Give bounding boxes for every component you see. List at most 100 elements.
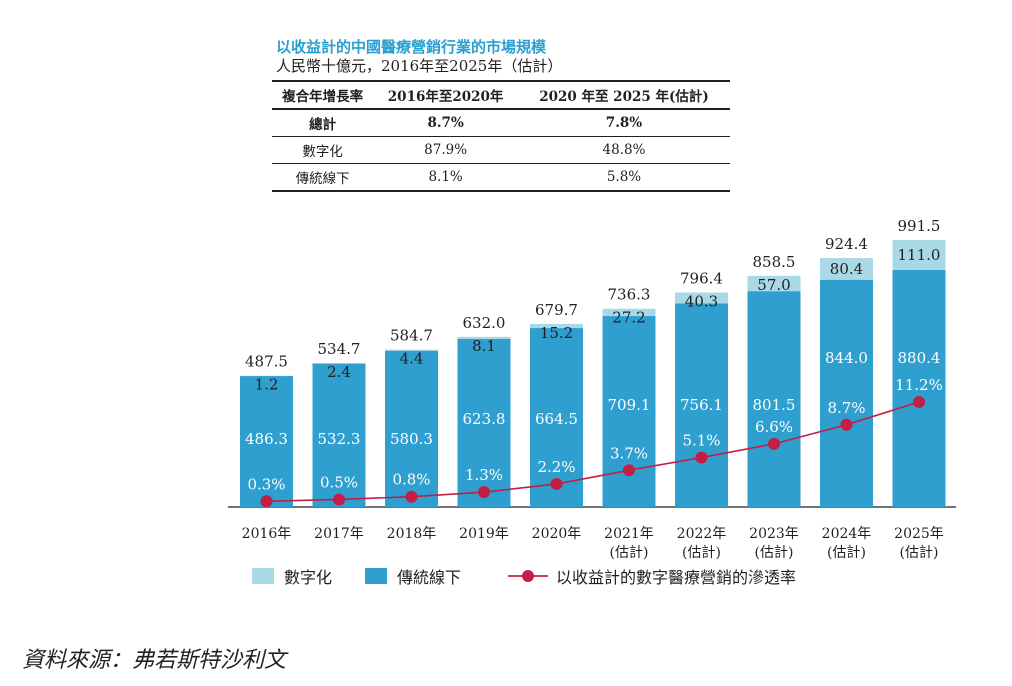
penetration-point [840,418,853,431]
total-label: 796.4 [680,270,723,288]
legend-label-offline: 傳統線下 [397,568,461,587]
x-tick-label: 2023年 [749,526,799,542]
x-tick-label: 2018年 [387,526,437,542]
bar-offline [820,279,873,507]
penetration-point [768,437,780,450]
cagr-cell: 5.8% [606,169,642,185]
offline-value-label: 756.1 [680,396,723,414]
offline-value-label: 486.3 [245,430,288,448]
total-label: 736.3 [608,286,651,304]
bar-digital [892,240,946,270]
penetration-point [405,490,418,503]
legend-marker-penetration [522,570,534,582]
x-tick-note: (估計) [900,545,939,561]
offline-value-label: 880.4 [898,349,941,367]
digital-value-label: 15.2 [540,324,573,342]
x-tick-label: 2020年 [532,526,582,542]
penetration-label: 3.7% [610,444,648,462]
bar-digital [675,292,728,304]
bar-offline [892,269,946,507]
cagr-row-total: 總計 8.7% 7.8% [272,109,730,137]
bar-offline [240,376,293,507]
offline-value-label: 709.1 [608,396,651,414]
bar-offline [312,363,366,507]
legend-label-penetration: 以收益計的數字醫療營銷的滲透率 [556,568,796,587]
chart-title: 以收益計的中國醫療營銷行業的市場規模 [276,38,547,56]
cagr-cell: 8.1% [428,169,463,185]
penetration-label: 6.6% [755,418,793,436]
offline-value-label: 532.3 [318,430,361,448]
digital-value-label: 57.0 [757,276,790,294]
digital-value-label: 8.1 [472,337,496,355]
digital-value-label: 80.4 [830,260,863,278]
penetration-point [623,464,635,477]
penetration-label: 0.8% [392,471,430,489]
bar-offline [747,291,801,507]
cagr-row-label: 總計 [309,117,337,133]
chart-subtitle: 人民幣十億元，2016年至2025年（估計） [276,57,563,75]
cagr-header-row: 複合年增長率 2016年至2020年 2020 年至 2025 年(估計) [272,81,730,109]
bar-digital [820,258,873,280]
source-note: 資料來源：弗若斯特沙利文 [22,648,287,673]
offline-value-label: 664.5 [535,410,578,428]
penetration-point [550,477,563,490]
total-label: 858.5 [753,253,796,271]
penetration-point [333,493,345,506]
penetration-point [913,396,925,408]
total-label: 679.7 [535,301,578,319]
legend-swatch-offline [365,568,387,584]
x-tick-label: 2025年 [894,526,944,542]
cagr-col-header: 複合年增長率 [282,89,364,105]
x-tick-note: (估計) [682,545,721,561]
bar-offline [530,328,583,507]
penetration-label: 2.2% [537,458,575,476]
digital-value-label: 40.3 [685,293,718,311]
penetration-label: 0.3% [247,475,285,493]
offline-value-label: 844.0 [825,349,868,367]
x-tick-label: 2024年 [822,526,872,542]
bar-digital [747,275,801,292]
cagr-cell: 7.8% [605,115,643,131]
x-tick-note: (估計) [827,545,866,561]
cagr-row-label: 傳統線下 [295,171,350,187]
x-tick-label: 2022年 [677,526,727,542]
total-label: 534.7 [318,340,361,358]
legend-swatch-digital [252,568,274,584]
bar-offline [457,339,511,507]
penetration-label: 8.7% [827,399,865,417]
x-tick-label: 2017年 [314,526,364,542]
cagr-row-offline: 傳統線下 8.1% 5.8% [272,164,730,191]
x-tick-note: (估計) [755,545,794,561]
x-tick-label: 2021年 [604,526,654,542]
bar-digital [530,323,583,329]
bar-offline [675,303,728,507]
offline-value-label: 623.8 [463,410,506,428]
penetration-label: 5.1% [682,432,720,450]
cagr-cell: 87.9% [424,142,468,158]
digital-value-label: 4.4 [400,350,424,368]
x-tick-note: (估計) [610,545,649,561]
bar-digital [312,363,366,364]
penetration-label: 1.3% [465,466,503,484]
cagr-cell: 8.7% [427,115,464,131]
penetration-point [695,451,708,464]
penetration-label: 0.5% [320,473,358,491]
total-label: 991.5 [898,217,941,235]
total-label: 487.5 [245,353,288,371]
x-tick-label: 2019年 [459,526,509,542]
x-tick-label: 2016年 [242,526,292,542]
digital-value-label: 1.2 [255,376,279,394]
legend-label-digital: 數字化 [284,568,332,587]
cagr-row-digital: 數字化 87.9% 48.8% [272,137,730,164]
cagr-table: 複合年增長率 2016年至2020年 2020 年至 2025 年(估計) 總計… [272,80,730,192]
cagr-cell: 48.8% [602,142,646,158]
bar-offline [385,350,438,507]
penetration-point [260,495,273,508]
cagr-row-label: 數字化 [302,144,343,160]
total-label: 584.7 [390,327,433,345]
total-label: 632.0 [463,314,506,332]
offline-value-label: 580.3 [390,430,433,448]
cagr-col-header: 2020 年至 2025 年(估計) [539,89,709,105]
penetration-label: 11.2% [895,376,943,394]
